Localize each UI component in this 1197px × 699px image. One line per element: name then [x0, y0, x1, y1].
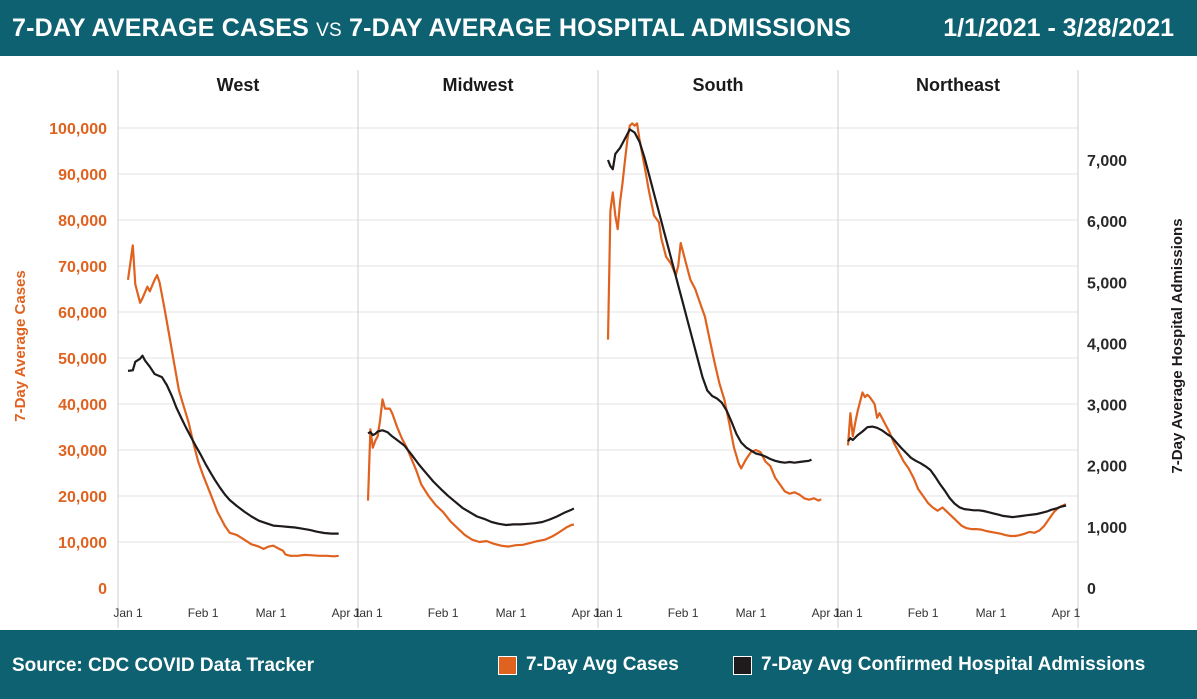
- x-tick-label: Feb 1: [668, 606, 699, 620]
- y-right-tick-label: 4,000: [1087, 336, 1127, 353]
- panel-midwest: Midwest Jan 1 Feb 1 Mar 1 Apr 1: [353, 75, 600, 620]
- x-tick-label: Apr 1: [812, 606, 841, 620]
- y-left-tick-label: 70,000: [58, 259, 107, 276]
- panel-title: Midwest: [442, 75, 513, 95]
- source-text: Source: CDC COVID Data Tracker: [12, 655, 314, 676]
- panel-title: South: [693, 75, 744, 95]
- y-left-axis-label: 7-Day Average Cases: [12, 270, 29, 421]
- admissions-series-line: [127, 354, 339, 535]
- y-left-tick-label: 50,000: [58, 351, 107, 368]
- panel-title: West: [217, 75, 260, 95]
- x-tick-label: Apr 1: [572, 606, 601, 620]
- x-tick-label: Jan 1: [113, 606, 143, 620]
- admissions-series-line: [367, 429, 575, 527]
- panel-title: Northeast: [916, 75, 1000, 95]
- y-right-tick-label: 6,000: [1087, 214, 1127, 231]
- legend-admissions-label: 7-Day Avg Confirmed Hospital Admissions: [761, 654, 1146, 675]
- y-left-tick-label: 10,000: [58, 535, 107, 552]
- date-range: 1/1/2021 - 3/28/2021: [943, 14, 1174, 42]
- legend-cases-label: 7-Day Avg Cases: [526, 654, 679, 675]
- panel-west: West Jan 1 Feb 1 Mar 1 Apr 1: [113, 75, 360, 620]
- x-tick-label: Apr 1: [1052, 606, 1081, 620]
- panel-south: South Jan 1 Feb 1 Mar 1 Apr 1: [593, 75, 840, 620]
- x-tick-label: Feb 1: [908, 606, 939, 620]
- y-left-tick-label: 80,000: [58, 213, 107, 230]
- x-tick-label: Mar 1: [496, 606, 527, 620]
- cases-series-line: [606, 122, 822, 502]
- y-right-tick-label: 5,000: [1087, 275, 1127, 292]
- y-right-tick-label: 3,000: [1087, 398, 1127, 415]
- y-left-tick-label: 60,000: [58, 305, 107, 322]
- y-left-tick-label: 40,000: [58, 397, 107, 414]
- y-left-tick-label: 100,000: [49, 121, 107, 138]
- x-tick-label: Feb 1: [428, 606, 459, 620]
- panel-northeast: Northeast Jan 1 Feb 1 Mar 1 Apr 1: [833, 75, 1080, 620]
- header-bar: 7-DAY AVERAGE CASES VS 7-DAY AVERAGE HOS…: [0, 0, 1197, 56]
- title-part1: 7-DAY AVERAGE CASES: [12, 14, 309, 42]
- y-right-tick-label: 2,000: [1087, 459, 1127, 476]
- x-tick-label: Mar 1: [976, 606, 1007, 620]
- y-left-tick-label: 90,000: [58, 167, 107, 184]
- cases-series-line: [126, 244, 339, 558]
- admissions-series-line: [606, 128, 812, 464]
- legend-cases: 7-Day Avg Cases: [498, 654, 679, 676]
- chart-title: 7-DAY AVERAGE CASES VS 7-DAY AVERAGE HOS…: [12, 14, 851, 43]
- legend-admissions-swatch: [733, 655, 752, 675]
- y-right-tick-label: 0: [1087, 581, 1096, 598]
- y-right-tick-label: 7,000: [1087, 153, 1127, 170]
- legend-admissions: 7-Day Avg Confirmed Hospital Admissions: [733, 654, 1145, 676]
- legend-cases-swatch: [498, 655, 517, 675]
- title-part2: 7-DAY AVERAGE HOSPITAL ADMISSIONS: [349, 14, 852, 42]
- y-right-axis-label: 7-Day Average Hospital Admissions: [1169, 218, 1186, 473]
- y-left-tick-label: 0: [98, 581, 107, 598]
- x-tick-label: Mar 1: [736, 606, 767, 620]
- x-tick-label: Jan 1: [593, 606, 623, 620]
- title-vs: VS: [316, 20, 342, 41]
- admissions-series-line: [847, 425, 1067, 519]
- x-tick-label: Apr 1: [332, 606, 361, 620]
- x-tick-label: Jan 1: [833, 606, 863, 620]
- y-left-tick-label: 30,000: [58, 443, 107, 460]
- x-tick-label: Jan 1: [353, 606, 383, 620]
- chart-area: 0 10,000 20,000 30,000 40,000 50,000 60,000 70,…: [12, 70, 1186, 628]
- y-left-tick-label: 20,000: [58, 489, 107, 506]
- x-tick-label: Mar 1: [256, 606, 287, 620]
- cases-series-line: [846, 391, 1067, 538]
- footer-bar: Source: CDC COVID Data Tracker 7-Day Avg…: [0, 630, 1197, 699]
- y-right-tick-label: 1,000: [1087, 520, 1127, 537]
- cases-series-line: [366, 398, 575, 548]
- x-tick-label: Feb 1: [188, 606, 219, 620]
